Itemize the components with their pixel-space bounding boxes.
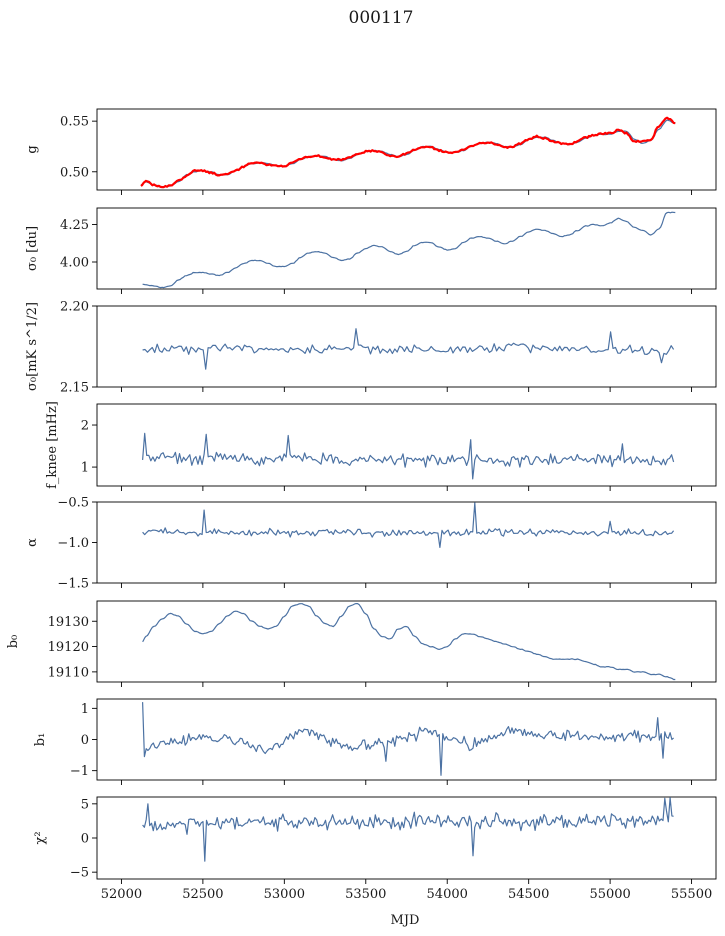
panel-frame (96, 403, 717, 487)
y-tick-label: 0 (81, 832, 89, 847)
y-tick-label: 4.00 (60, 256, 89, 271)
x-tick-label: 55000 (589, 887, 630, 902)
x-tick-label: 55500 (671, 887, 712, 902)
series-line (142, 797, 674, 862)
series-line (142, 211, 676, 289)
panel-frame (96, 796, 717, 880)
y-axis-label: σ₀ [du] (25, 226, 40, 271)
panel-1: 0.50 0.55 g (25, 108, 717, 195)
panel-frame (96, 108, 717, 191)
x-tick-label: 54500 (508, 887, 549, 902)
y-tick-label: 0 (81, 733, 89, 748)
panel-4: 1 2 f_knee [mHz] (45, 401, 717, 491)
y-tick-label: 19130 (48, 615, 89, 630)
x-tick-label: 54000 (427, 887, 468, 902)
y-axis-label: σ₀[mK s^1/2] (25, 302, 40, 391)
y-tick-label: 5 (81, 797, 89, 812)
x-tick-label: 52500 (182, 887, 223, 902)
y-tick-label: 2.20 (60, 300, 89, 315)
panel-8: 52000 52500 53000 53500 54000 54500 55000 55500… (33, 796, 717, 902)
series-line (142, 603, 676, 681)
x-axis-label: MJD (391, 913, 420, 928)
y-tick-label: 0.55 (60, 115, 89, 130)
y-axis-label: χ² (33, 831, 48, 844)
panel-7: −1 0 1 b₁ (33, 698, 717, 785)
panel-frame (96, 600, 717, 683)
y-tick-label: 2 (81, 419, 89, 434)
y-tick-label: −1.5 (57, 577, 89, 592)
series-line (142, 432, 675, 480)
x-tick-label: 53000 (264, 887, 305, 902)
y-tick-label: 1 (81, 461, 89, 476)
series-line (142, 502, 675, 548)
y-tick-label: 4.25 (60, 218, 89, 233)
y-tick-label: 19110 (48, 665, 89, 680)
y-tick-label: 19120 (48, 640, 89, 655)
panel-frame (96, 305, 717, 388)
y-tick-label: −5 (70, 866, 89, 881)
y-tick-label: −1 (70, 764, 89, 779)
y-tick-label: 0.50 (60, 165, 89, 180)
y-axis-label: b₀ (6, 635, 21, 649)
y-tick-label: −0.5 (57, 496, 89, 511)
panel-6: 19110 19120 19130 b₀ (6, 600, 717, 687)
highlight-series-line (140, 116, 676, 189)
series-line (142, 702, 675, 776)
y-tick-label: 1 (81, 702, 89, 717)
y-tick-label: 2.15 (60, 381, 89, 396)
panel-frame (96, 207, 717, 290)
x-tick-label: 53500 (345, 887, 386, 902)
panel-3: 2.15 2.20 σ₀[mK s^1/2] (25, 300, 717, 396)
y-axis-label: α (25, 538, 40, 547)
panels: 0.50 0.55 g 4.00 4.25 σ₀ [du] 2.15 2.20 σ₀[mK s^… (6, 108, 717, 902)
panel-5: −1.5 −1.0 −0.5 α (25, 496, 717, 592)
series-line (142, 328, 675, 370)
panel-2: 4.00 4.25 σ₀ [du] (25, 207, 717, 294)
x-tick-label: 52000 (101, 887, 142, 902)
figure-title: 000117 (349, 8, 414, 28)
y-tick-label: −1.0 (57, 536, 89, 551)
y-axis-label: b₁ (33, 733, 48, 747)
y-axis-label: f_knee [mHz] (45, 401, 60, 489)
panel-frame (96, 501, 717, 584)
y-axis-label: g (25, 145, 40, 153)
